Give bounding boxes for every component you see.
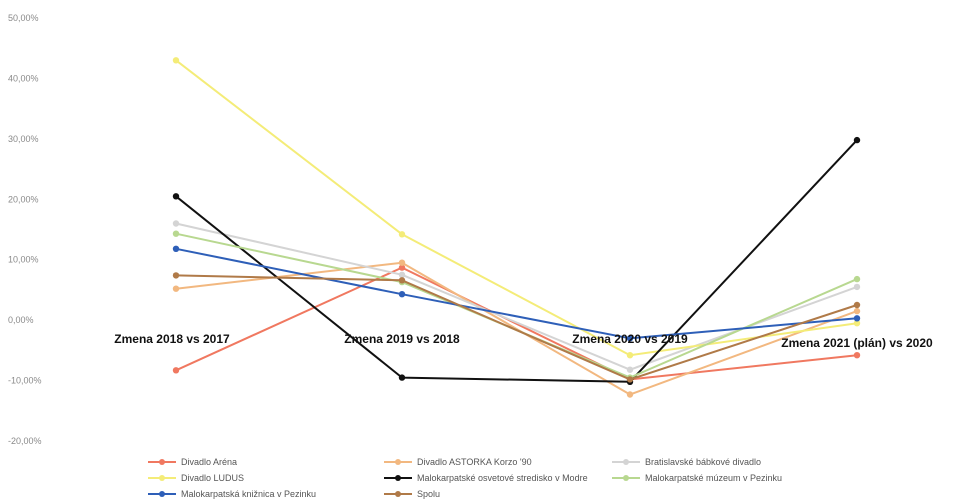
series-6: [172, 230, 861, 381]
x-category-label: Zmena 2020 vs 2019: [572, 332, 688, 346]
data-point: [853, 352, 861, 359]
legend-entry: Divadlo Aréna: [148, 457, 237, 467]
legend-swatch-marker: [623, 475, 629, 481]
data-point: [626, 376, 634, 383]
legend-swatch-marker: [159, 491, 165, 497]
data-point: [853, 275, 861, 283]
data-point: [853, 320, 861, 327]
legend-label: Malokarpatské múzeum v Pezinku: [645, 473, 782, 483]
legend-label: Malokarpatská knižnica v Pezinku: [181, 489, 316, 499]
y-tick-label: 0,00%: [8, 315, 34, 325]
series-line: [175, 274, 858, 381]
legend-swatch-marker: [159, 459, 165, 465]
legend-swatch-marker: [159, 475, 165, 481]
y-tick-label: 30,00%: [8, 134, 39, 144]
legend-entry: Divadlo ASTORKA Korzo '90: [384, 457, 532, 467]
legend-entry: Malokarpatské múzeum v Pezinku: [612, 473, 782, 483]
legend-entry: Spolu: [384, 489, 440, 499]
data-point: [853, 315, 861, 322]
legend-label: Malokarpatské osvetové stredisko v Modre: [417, 473, 588, 483]
data-point: [172, 230, 180, 237]
data-point: [172, 272, 180, 279]
series-5: [172, 136, 861, 385]
series-2: [172, 259, 861, 398]
y-tick-label: 40,00%: [8, 73, 39, 83]
data-point: [853, 283, 861, 291]
data-point: [398, 264, 406, 271]
series-line: [175, 247, 858, 340]
data-point: [172, 245, 180, 252]
legend-entry: Divadlo LUDUS: [148, 473, 244, 483]
y-tick-label: 50,00%: [8, 13, 39, 23]
data-point: [626, 391, 634, 398]
legend-swatch-marker: [395, 475, 401, 481]
legend-entry: Malokarpatská knižnica v Pezinku: [148, 489, 316, 499]
series-line: [175, 266, 858, 381]
series-line: [175, 59, 858, 357]
data-point: [172, 57, 180, 64]
data-point: [853, 136, 861, 144]
data-point: [172, 285, 180, 292]
x-category-label: Zmena 2019 vs 2018: [344, 332, 460, 346]
series-line: [175, 261, 858, 396]
legend-entry: Bratislavské bábkové divadlo: [612, 457, 761, 467]
chart-legend: Divadlo Aréna Divadlo ASTORKA Korzo '90 Br…: [148, 457, 782, 499]
legend-label: Bratislavské bábkové divadlo: [645, 457, 761, 467]
series-4: [172, 57, 861, 359]
legend-entry: Malokarpatské osvetové stredisko v Modre: [384, 473, 588, 483]
data-point: [398, 374, 406, 381]
data-point: [398, 277, 406, 284]
data-point: [398, 291, 406, 298]
data-point: [172, 220, 180, 227]
legend-label: Divadlo ASTORKA Korzo '90: [417, 457, 532, 467]
data-point: [626, 366, 634, 373]
x-category-label: Zmena 2018 vs 2017: [114, 332, 230, 346]
data-point: [398, 259, 406, 266]
series-line: [175, 139, 858, 383]
legend-swatch-marker: [395, 459, 401, 465]
x-axis-category-labels: Zmena 2018 vs 2017 Zmena 2019 vs 2018 Zmen…: [114, 332, 933, 350]
series-lines: [172, 57, 861, 398]
data-point: [853, 307, 861, 315]
series-8: [172, 272, 861, 383]
series-3: [172, 220, 861, 373]
series-line: [175, 232, 858, 379]
data-point: [853, 301, 861, 309]
data-point: [626, 352, 634, 359]
y-tick-label: 10,00%: [8, 255, 39, 265]
legend-swatch-marker: [623, 459, 629, 465]
legend-label: Spolu: [417, 489, 440, 499]
legend-swatch-marker: [395, 491, 401, 497]
data-point: [398, 271, 406, 278]
x-category-label: Zmena 2021 (plán) vs 2020: [781, 336, 933, 350]
y-axis: 50,00% 40,00% 30,00% 20,00% 10,00% 0,00% -10,0…: [8, 13, 42, 446]
legend-label: Divadlo Aréna: [181, 457, 237, 467]
series-7: [172, 245, 861, 342]
data-point: [626, 335, 634, 342]
legend-label: Divadlo LUDUS: [181, 473, 244, 483]
data-point: [398, 231, 406, 238]
y-tick-label: 20,00%: [8, 194, 39, 204]
y-tick-label: -10,00%: [8, 376, 42, 386]
data-point: [172, 367, 180, 374]
y-tick-label: -20,00%: [8, 436, 42, 446]
data-point: [172, 193, 180, 200]
